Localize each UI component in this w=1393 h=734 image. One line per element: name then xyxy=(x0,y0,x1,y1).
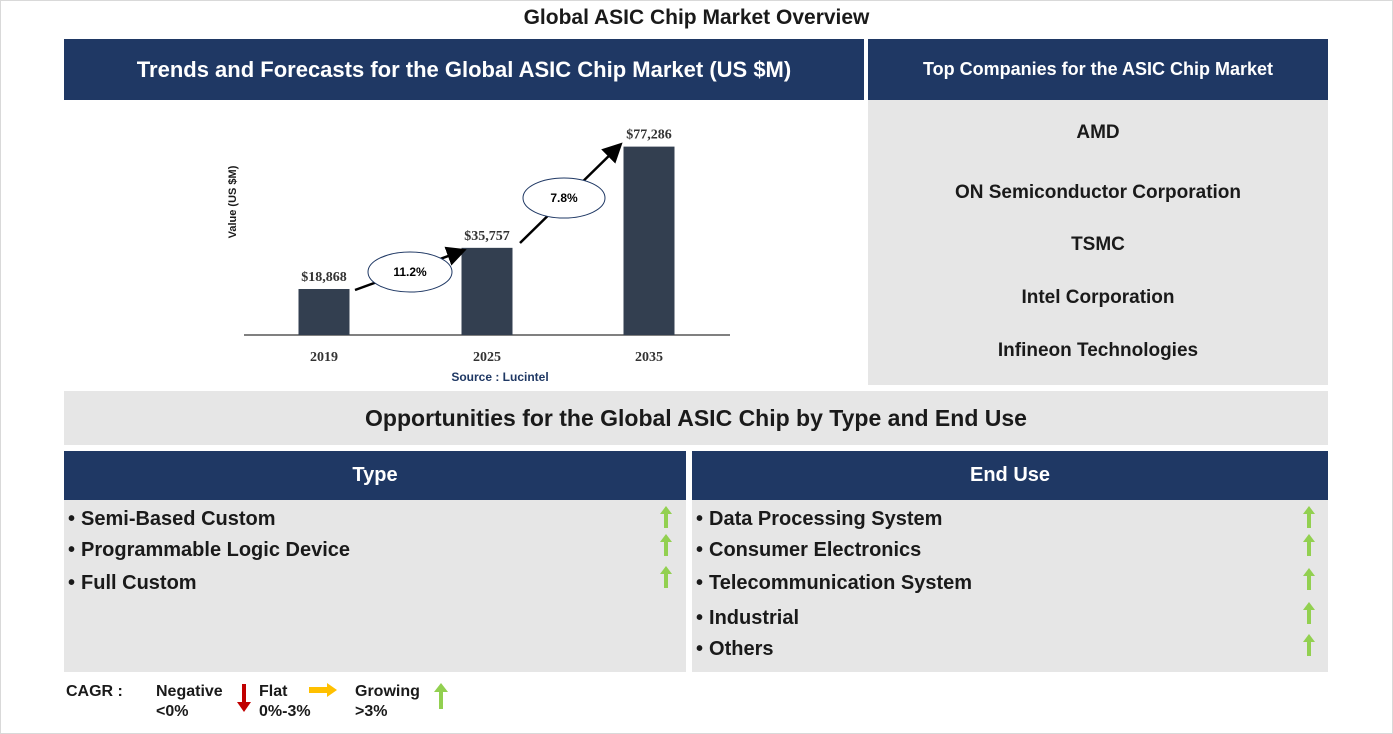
list-item: • Data Processing System xyxy=(696,508,943,530)
y-axis-label: Value (US $M) xyxy=(227,165,239,238)
up-arrow-icon xyxy=(660,506,672,528)
legend-flat-label: Flat xyxy=(259,683,288,700)
legend-negative-label: Negative xyxy=(156,683,223,700)
end-use-item-label: Industrial xyxy=(709,607,800,629)
list-item: • Full Custom xyxy=(68,572,197,594)
legend-negative-range: <0% xyxy=(156,703,189,720)
bar-2019 xyxy=(298,289,350,335)
bars-layer: $18,868 2019 $35,757 2025 $77,286 2035 xyxy=(298,128,675,365)
companies-panel: AMD ON Semiconductor Corporation TSMC In… xyxy=(868,100,1328,385)
company-item: AMD xyxy=(1076,122,1120,143)
market-chart: Value (US $M) $18,868 2019 $35,757 2025 $77,… xyxy=(64,100,864,388)
x-tick-label: 2025 xyxy=(473,350,501,365)
end-use-item-label: Consumer Electronics xyxy=(709,539,922,561)
up-arrow-icon xyxy=(434,683,448,709)
company-item: Infineon Technologies xyxy=(997,340,1199,361)
up-arrow-icon xyxy=(1303,602,1315,624)
type-item-label: Programmable Logic Device xyxy=(81,539,350,561)
list-item: • Semi-Based Custom xyxy=(68,508,276,530)
list-item: • Others xyxy=(696,638,774,660)
legend-growing-label: Growing xyxy=(355,683,420,700)
data-label: $35,757 xyxy=(464,229,510,244)
down-arrow-icon xyxy=(237,684,251,712)
companies-header: Top Companies for the ASIC Chip Market xyxy=(868,39,1328,100)
up-arrow-icon xyxy=(1303,634,1315,656)
type-item-label: Full Custom xyxy=(81,572,197,594)
legend-growing: Growing >3% xyxy=(355,682,420,722)
cagr-ellipse xyxy=(367,251,453,293)
cagr-label: 7.8% xyxy=(550,191,578,205)
end-use-header: End Use xyxy=(692,451,1328,500)
chart-svg: Value (US $M) $18,868 2019 $35,757 2025 $77,… xyxy=(227,128,730,384)
x-tick-label: 2019 xyxy=(310,350,338,365)
end-use-item-label: Others xyxy=(709,638,774,660)
right-arrow-icon xyxy=(309,683,337,697)
company-item: TSMC xyxy=(1071,234,1125,255)
data-label: $77,286 xyxy=(626,128,672,143)
list-item: • Consumer Electronics xyxy=(696,539,922,561)
legend-growing-range: >3% xyxy=(355,703,388,720)
legend-flat-range: 0%-3% xyxy=(259,703,311,720)
up-arrow-icon xyxy=(660,566,672,588)
cagr-ellipse xyxy=(522,177,606,219)
page-title: Global ASIC Chip Market Overview xyxy=(523,6,870,29)
company-item: ON Semiconductor Corporation xyxy=(954,182,1242,203)
data-label: $18,868 xyxy=(301,270,347,285)
end-use-item-label: Data Processing System xyxy=(709,508,943,530)
list-item: • Programmable Logic Device xyxy=(68,539,350,561)
opportunities-title: Opportunities for the Global ASIC Chip b… xyxy=(64,391,1328,445)
type-panel: • Semi-Based Custom • Programmable Logic D… xyxy=(64,500,686,672)
chart-source: Source : Lucintel xyxy=(451,370,548,384)
type-item-label: Semi-Based Custom xyxy=(81,508,276,530)
legend-cagr-label: CAGR : xyxy=(66,683,123,700)
up-arrow-icon xyxy=(1303,568,1315,590)
end-use-item-label: Telecommunication System xyxy=(709,572,973,594)
list-item: • Industrial xyxy=(696,607,800,629)
legend-flat: Flat 0%-3% xyxy=(259,682,311,722)
list-item: • Telecommunication System xyxy=(696,572,973,594)
cagr-layer: 11.2% 7.8% xyxy=(354,142,623,293)
bar-2025 xyxy=(461,247,513,335)
bar-2035 xyxy=(623,146,675,335)
legend-negative: Negative <0% xyxy=(156,682,223,722)
x-tick-label: 2035 xyxy=(635,350,663,365)
type-header: Type xyxy=(64,451,686,500)
up-arrow-icon xyxy=(660,534,672,556)
company-item: Intel Corporation xyxy=(1021,287,1175,308)
chart-header: Trends and Forecasts for the Global ASIC… xyxy=(64,39,864,100)
end-use-panel: • Data Processing System • Consumer Electr… xyxy=(692,500,1328,672)
cagr-label: 11.2% xyxy=(393,265,427,279)
up-arrow-icon xyxy=(1303,534,1315,556)
up-arrow-icon xyxy=(1303,506,1315,528)
